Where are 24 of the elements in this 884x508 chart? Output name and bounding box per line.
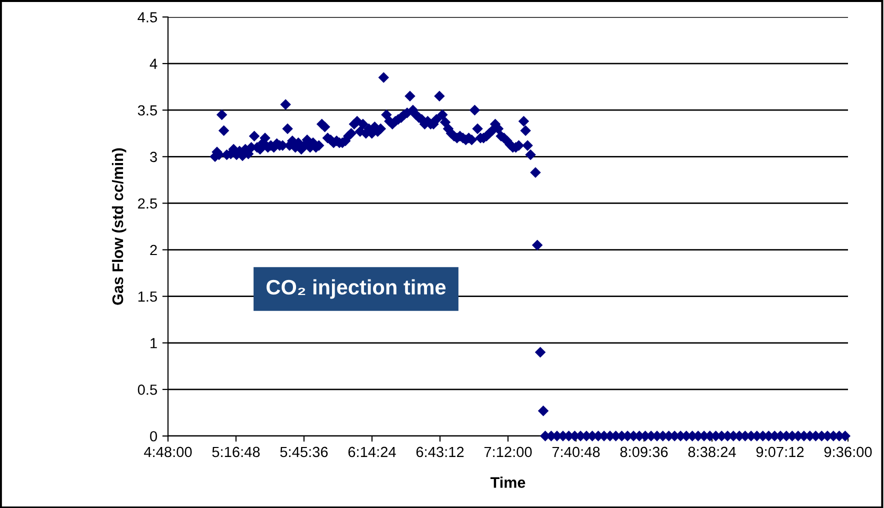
y-tick-label: 0 xyxy=(150,431,158,442)
x-axis-title: Time xyxy=(490,476,526,488)
annotation: CO₂ injection time xyxy=(266,279,446,299)
y-tick-label: 1.5 xyxy=(138,292,157,302)
y-tick-label: 2 xyxy=(150,244,157,256)
x-tick-label: 7:12:00 xyxy=(484,446,532,458)
x-tick-label: 5:45:36 xyxy=(280,446,328,458)
y-tick-label: 0.5 xyxy=(138,384,157,395)
y-axis-title: Gas Flow (std cc/min) xyxy=(112,148,126,305)
x-tick-label: 9:36:00 xyxy=(824,446,872,458)
x-tick-label: 9:07:12 xyxy=(756,446,804,458)
y-tick-label: 3 xyxy=(150,152,157,162)
y-tick-label: 4.5 xyxy=(138,12,157,22)
y-tick-label: 4 xyxy=(150,58,158,69)
x-tick-label: 7:40:48 xyxy=(552,446,600,458)
x-tick-label: 6:43:12 xyxy=(416,446,464,458)
x-tick-label: 8:38:24 xyxy=(688,446,736,458)
y-tick-label: 1 xyxy=(150,338,157,348)
y-tick-label: 3.5 xyxy=(138,105,157,116)
x-tick-label: 4:48:00 xyxy=(144,446,192,458)
y-tick-label: 2.5 xyxy=(138,198,157,209)
x-tick-label: 6:14:24 xyxy=(348,446,396,458)
x-tick-label: 5:16:48 xyxy=(212,446,260,458)
x-tick-label: 8:09:36 xyxy=(620,446,668,458)
